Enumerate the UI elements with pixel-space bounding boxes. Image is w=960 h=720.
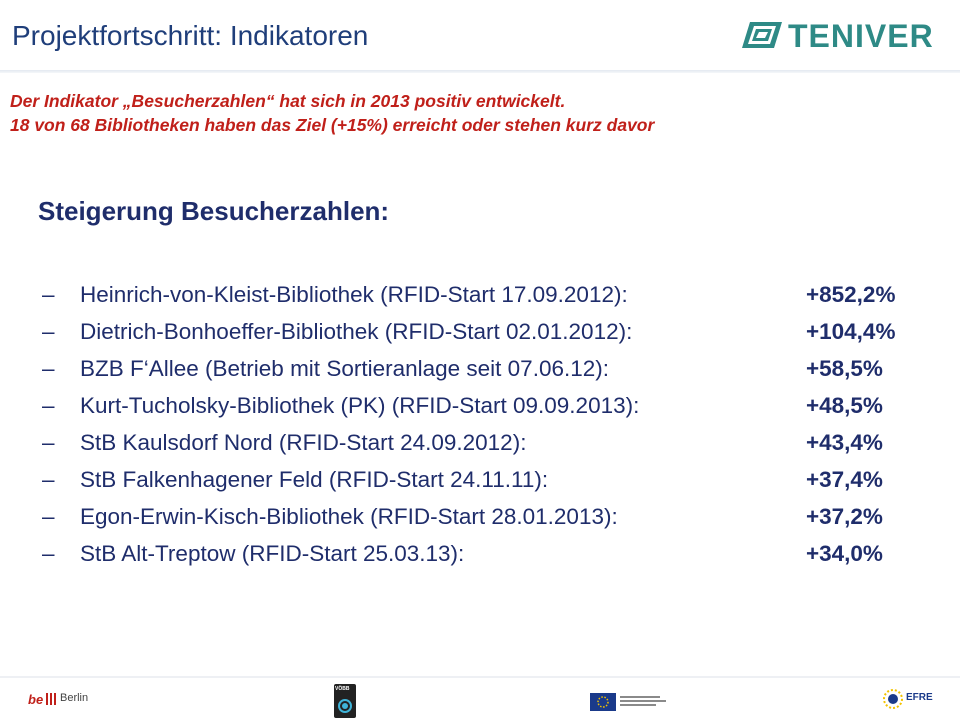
growth-value: +48,5% xyxy=(806,393,883,418)
teniver-logo: TENIVER xyxy=(736,18,950,54)
library-label: Egon-Erwin-Kisch-Bibliothek (RFID-Start … xyxy=(80,504,618,529)
list-item: – Egon-Erwin-Kisch-Bibliothek (RFID-Star… xyxy=(0,504,960,540)
efre-logo-text: EFRE xyxy=(906,692,933,703)
efre-logo: EFRE xyxy=(880,684,944,714)
bullet-dash: – xyxy=(42,282,55,307)
bullet-dash: – xyxy=(42,430,55,455)
list-item: – Heinrich-von-Kleist-Bibliothek (RFID-S… xyxy=(0,282,960,318)
intro-line-2: 18 von 68 Bibliotheken haben das Ziel (+… xyxy=(10,115,655,135)
bullet-dash: – xyxy=(42,467,55,492)
list-item: – StB Alt-Treptow (RFID-Start 25.03.13):… xyxy=(0,541,960,577)
list-item: – Kurt-Tucholsky-Bibliothek (PK) (RFID-S… xyxy=(0,393,960,429)
teniver-logo-icon xyxy=(742,22,782,48)
library-label: BZB F‘Allee (Betrieb mit Sortieranlage s… xyxy=(80,356,609,381)
list-item: – BZB F‘Allee (Betrieb mit Sortieranlage… xyxy=(0,356,960,392)
voebb-logo-text: VÖBB xyxy=(335,686,350,692)
intro-text: Der Indikator „Besucherzahlen“ hat sich … xyxy=(10,89,654,137)
library-label: Kurt-Tucholsky-Bibliothek (PK) (RFID-Sta… xyxy=(80,393,640,418)
growth-value: +58,5% xyxy=(806,356,883,381)
berlin-logo-text: Berlin xyxy=(60,692,89,704)
list-item: – StB Falkenhagener Feld (RFID-Start 24.… xyxy=(0,467,960,503)
bullet-dash: – xyxy=(42,356,55,381)
bullet-dash: – xyxy=(42,541,55,566)
section-heading: Steigerung Besucherzahlen: xyxy=(38,196,390,226)
teniver-logo-text: TENIVER xyxy=(788,18,934,54)
growth-value: +37,4% xyxy=(806,467,883,492)
svg-text:be: be xyxy=(28,692,43,707)
footer-divider xyxy=(0,676,960,678)
bullet-dash: – xyxy=(42,319,55,344)
library-label: StB Alt-Treptow (RFID-Start 25.03.13): xyxy=(80,541,465,566)
eu-logo xyxy=(590,693,674,711)
header-divider xyxy=(0,70,960,73)
list-item: – StB Kaulsdorf Nord (RFID-Start 24.09.2… xyxy=(0,430,960,466)
bullet-dash: – xyxy=(42,504,55,529)
library-label: StB Falkenhagener Feld (RFID-Start 24.11… xyxy=(80,467,549,492)
growth-value: +104,4% xyxy=(806,319,896,344)
library-label: StB Kaulsdorf Nord (RFID-Start 24.09.201… xyxy=(80,430,527,455)
library-label: Heinrich-von-Kleist-Bibliothek (RFID-Sta… xyxy=(80,282,628,307)
voebb-logo: VÖBB xyxy=(334,684,356,718)
growth-value: +37,2% xyxy=(806,504,883,529)
growth-value: +852,2% xyxy=(806,282,896,307)
eu-flag-icon xyxy=(590,693,666,711)
berlin-logo: be Berlin xyxy=(28,690,108,708)
growth-value: +43,4% xyxy=(806,430,883,455)
efre-stars-icon xyxy=(883,689,903,709)
library-label: Dietrich-Bonhoeffer-Bibliothek (RFID-Sta… xyxy=(80,319,633,344)
list-item: – Dietrich-Bonhoeffer-Bibliothek (RFID-S… xyxy=(0,319,960,355)
bullet-dash: – xyxy=(42,393,55,418)
voebb-circle-icon xyxy=(338,699,352,713)
growth-value: +34,0% xyxy=(806,541,883,566)
berlin-bear-icon: be xyxy=(28,692,56,707)
intro-line-1: Der Indikator „Besucherzahlen“ hat sich … xyxy=(10,91,566,111)
page-title: Projektfortschritt: Indikatoren xyxy=(12,20,369,51)
